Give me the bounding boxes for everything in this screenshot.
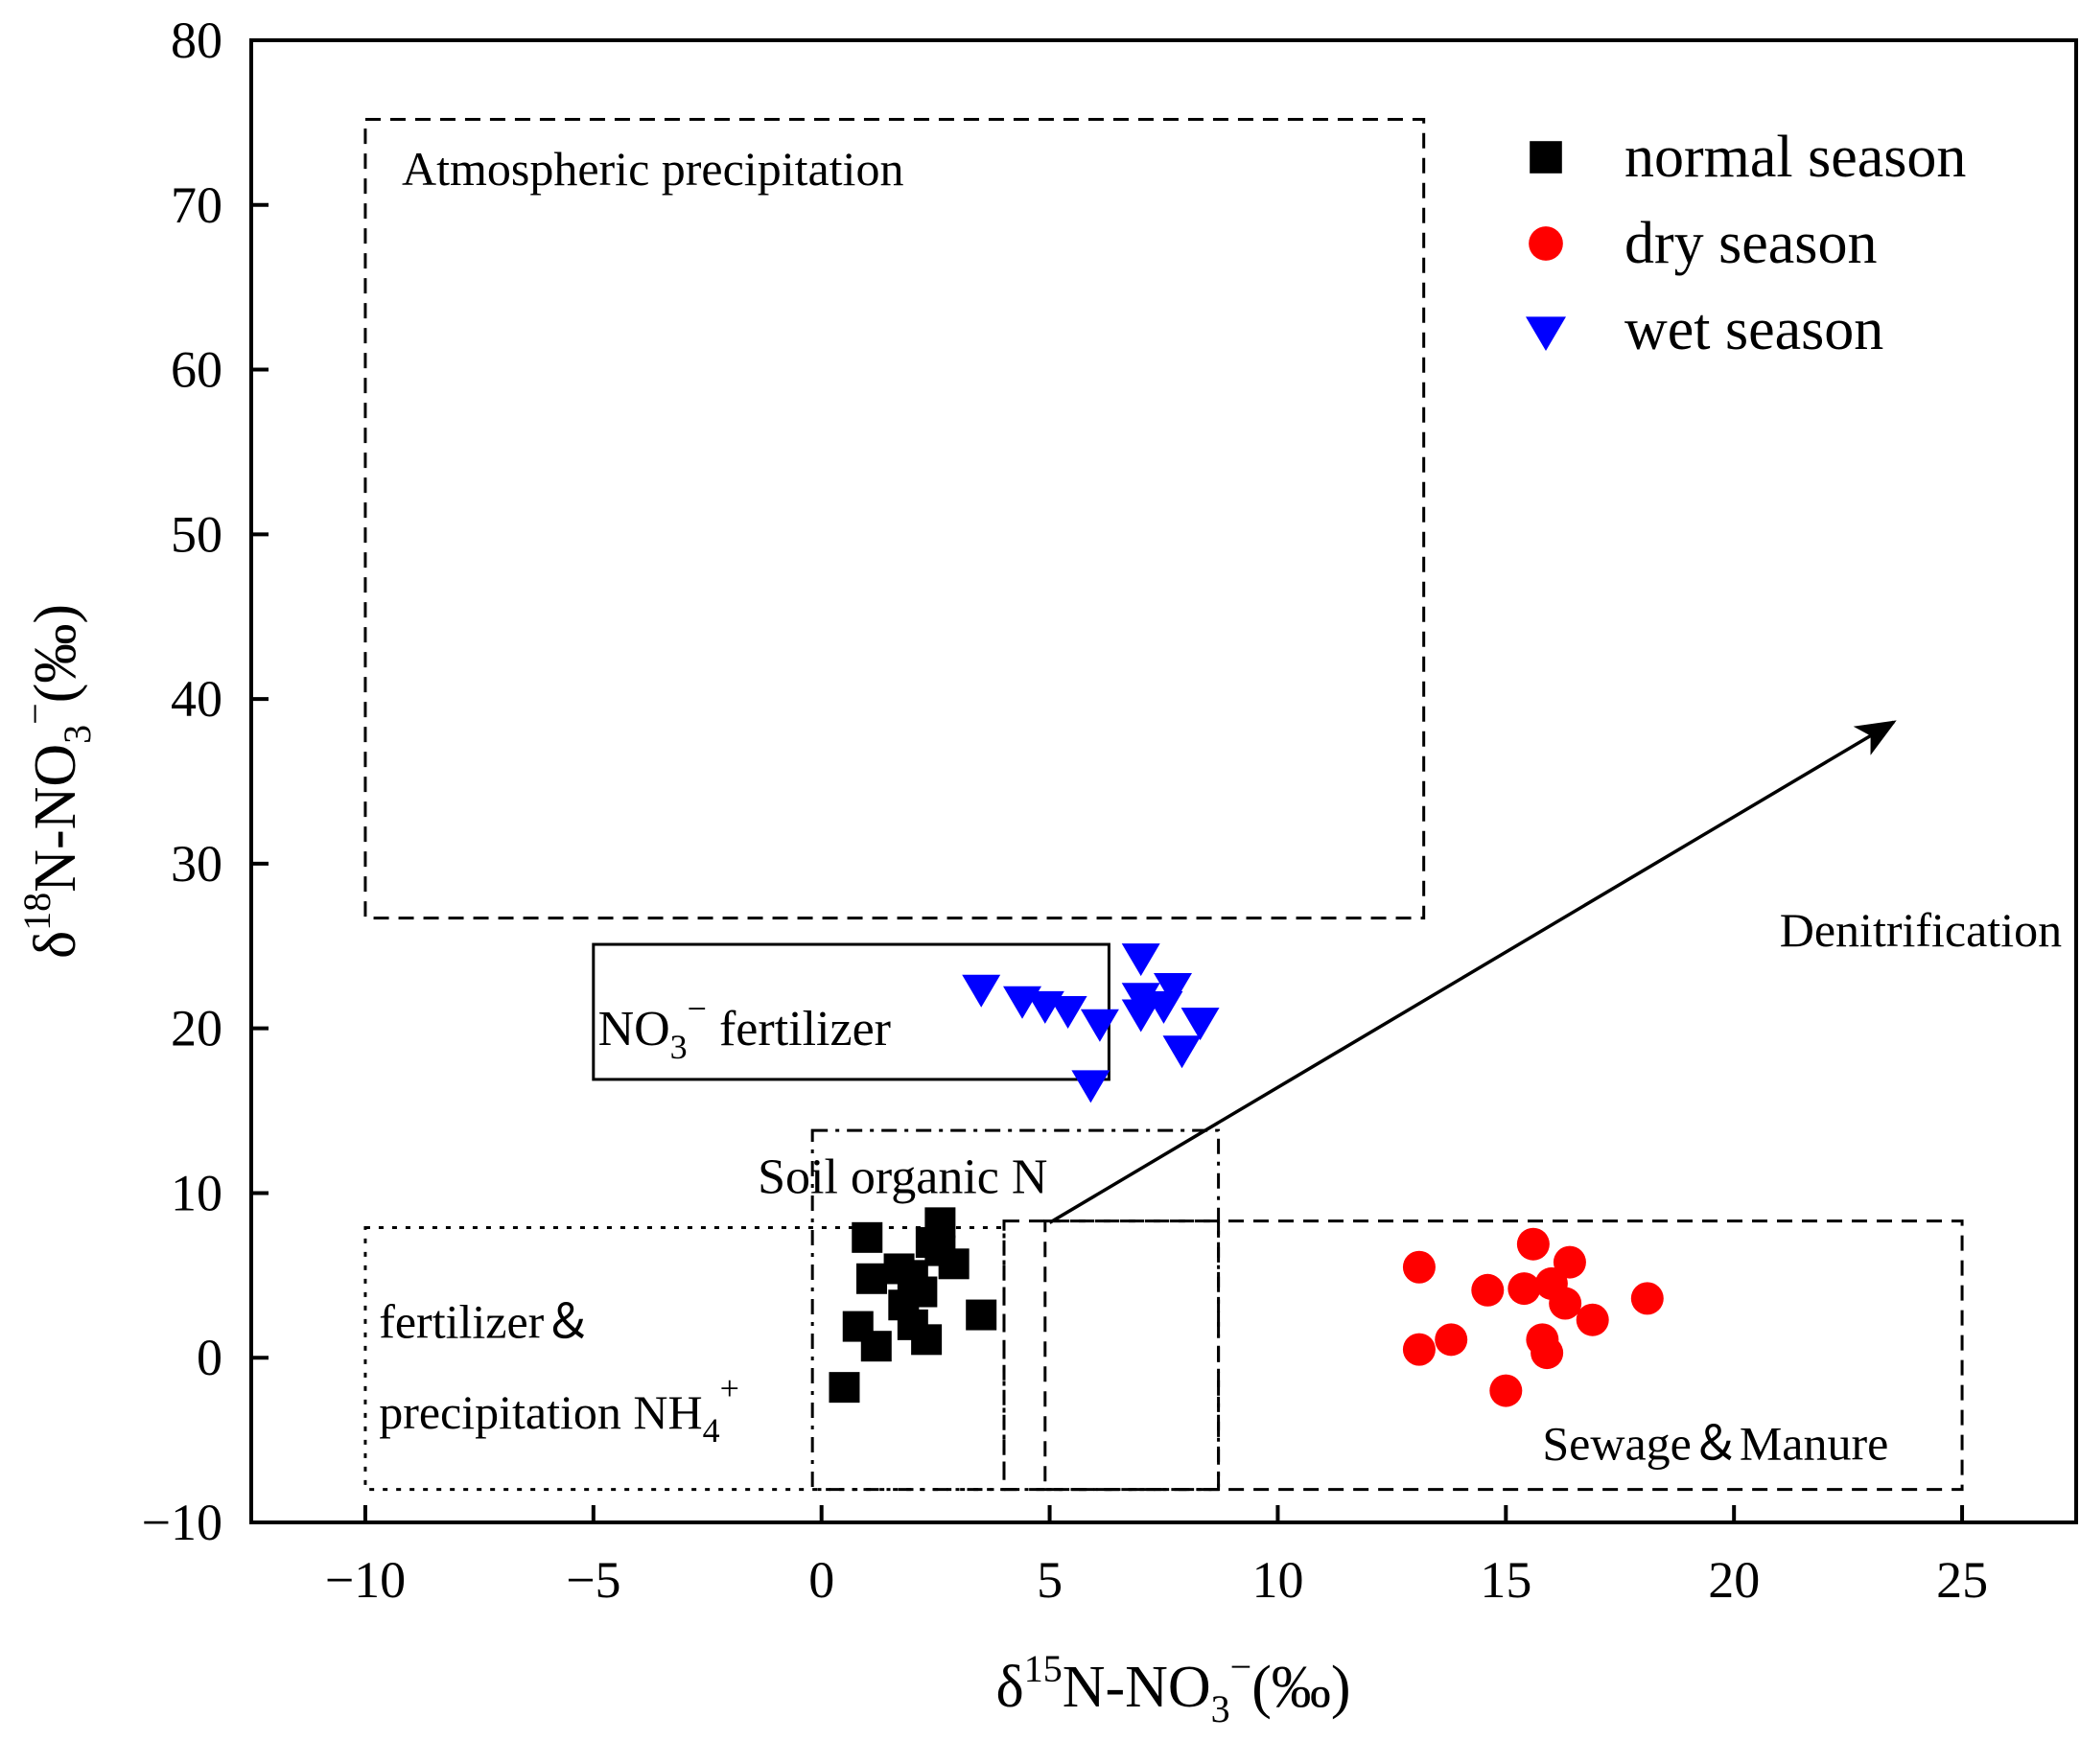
- y-tick-label: 10: [171, 1164, 222, 1221]
- y-tick-label: 0: [197, 1329, 222, 1386]
- x-tick-label: 20: [1708, 1551, 1760, 1609]
- x-tick-label: 15: [1480, 1551, 1531, 1609]
- x-tick-label: 0: [808, 1551, 834, 1609]
- point-normal-season: [911, 1324, 943, 1356]
- point-dry-season: [1402, 1333, 1436, 1366]
- y-tick-label: 30: [171, 835, 222, 893]
- point-normal-season: [856, 1263, 888, 1294]
- point-wet-season: [1162, 1035, 1202, 1069]
- y-tick-label: 70: [171, 176, 222, 234]
- source-regions: Atmospheric precipitation NO3− fertilizer…: [363, 117, 2062, 1492]
- x-tick-label: 10: [1251, 1551, 1303, 1609]
- point-wet-season: [1048, 996, 1087, 1030]
- region-label-fertilizer: fertilizer＆: [379, 1295, 592, 1349]
- point-normal-season: [852, 1221, 883, 1253]
- point-normal-season: [966, 1299, 997, 1331]
- point-normal-season: [860, 1331, 892, 1362]
- point-normal-season: [915, 1226, 947, 1258]
- region-sewage-manure: [1002, 1219, 1964, 1492]
- y-tick-label: 40: [171, 670, 222, 728]
- point-wet-season: [1180, 1008, 1220, 1041]
- x-tick-label: 25: [1936, 1551, 1988, 1609]
- point-dry-season: [1402, 1250, 1436, 1284]
- y-tick-label: 80: [171, 12, 222, 69]
- point-dry-season: [1549, 1287, 1582, 1320]
- point-wet-season: [1154, 973, 1193, 1007]
- point-dry-season: [1576, 1303, 1609, 1336]
- region-label-sewage-manure: Sewage＆Manure: [1542, 1417, 1888, 1471]
- y-axis-label: δ18N-NO3−(‰): [13, 604, 99, 959]
- region-label-precipitation-nh4: precipitation NH4+: [379, 1369, 739, 1450]
- legend-marker-dry-season: [1529, 226, 1563, 261]
- point-wet-season: [1071, 1070, 1110, 1103]
- legend-marker-normal-season: [1530, 141, 1562, 174]
- x-axis-label: δ15N-NO3−(‰): [995, 1645, 1350, 1730]
- point-wet-season: [1121, 943, 1160, 977]
- point-wet-season: [962, 974, 1001, 1008]
- legend-label-normal-season: normal season: [1624, 125, 1966, 190]
- point-dry-season: [1471, 1273, 1505, 1307]
- point-dry-season: [1630, 1282, 1664, 1315]
- y-tick-label: 20: [171, 1000, 222, 1057]
- legend-label-wet-season: wet season: [1624, 297, 1883, 362]
- point-dry-season: [1553, 1245, 1586, 1279]
- region-atmospheric-precipitation: [363, 117, 1426, 920]
- point-wet-season: [1080, 1009, 1119, 1042]
- point-dry-season: [1516, 1227, 1550, 1261]
- denitrification-arrow: [1048, 720, 1897, 1224]
- data-points: [829, 943, 1664, 1407]
- point-wet-season: [1121, 999, 1160, 1033]
- region-label-soil-organic-n: Soil organic N: [758, 1149, 1047, 1204]
- point-dry-season: [1435, 1323, 1468, 1357]
- legend-label-dry-season: dry season: [1624, 211, 1877, 276]
- denitrification-label: Denitrification: [1780, 903, 2062, 957]
- axis-labels: δ15N-NO3−(‰) δ18N-NO3−(‰): [13, 604, 1351, 1730]
- x-tick-label: −10: [325, 1551, 406, 1609]
- legend: normal season dry season wet season: [1526, 125, 1966, 362]
- region-fertilizer-precipitation: [363, 1226, 1006, 1492]
- y-tick-label: 60: [171, 341, 222, 399]
- x-tick-label: 5: [1037, 1551, 1063, 1609]
- point-dry-season: [1507, 1272, 1541, 1306]
- plot-frame: [249, 38, 2078, 1524]
- point-dry-season: [1489, 1374, 1523, 1407]
- region-label-no3-fertilizer: NO3− fertilizer: [598, 989, 891, 1066]
- point-wet-season: [1121, 983, 1160, 1016]
- y-tick-label: −10: [142, 1494, 222, 1551]
- x-tick-label: −5: [566, 1551, 620, 1609]
- region-label-atmospheric: Atmospheric precipitation: [402, 142, 903, 196]
- y-tick-label: 50: [171, 505, 222, 563]
- point-normal-season: [829, 1372, 860, 1404]
- legend-marker-wet-season: [1526, 316, 1566, 352]
- axis-ticks: −10 −5 0 5 10 15 20 25 −10 0 10 20 30 40 50 60 70 80: [142, 12, 1989, 1609]
- region-sewage-manure-inner: [1043, 1219, 1221, 1492]
- point-dry-season: [1531, 1336, 1564, 1370]
